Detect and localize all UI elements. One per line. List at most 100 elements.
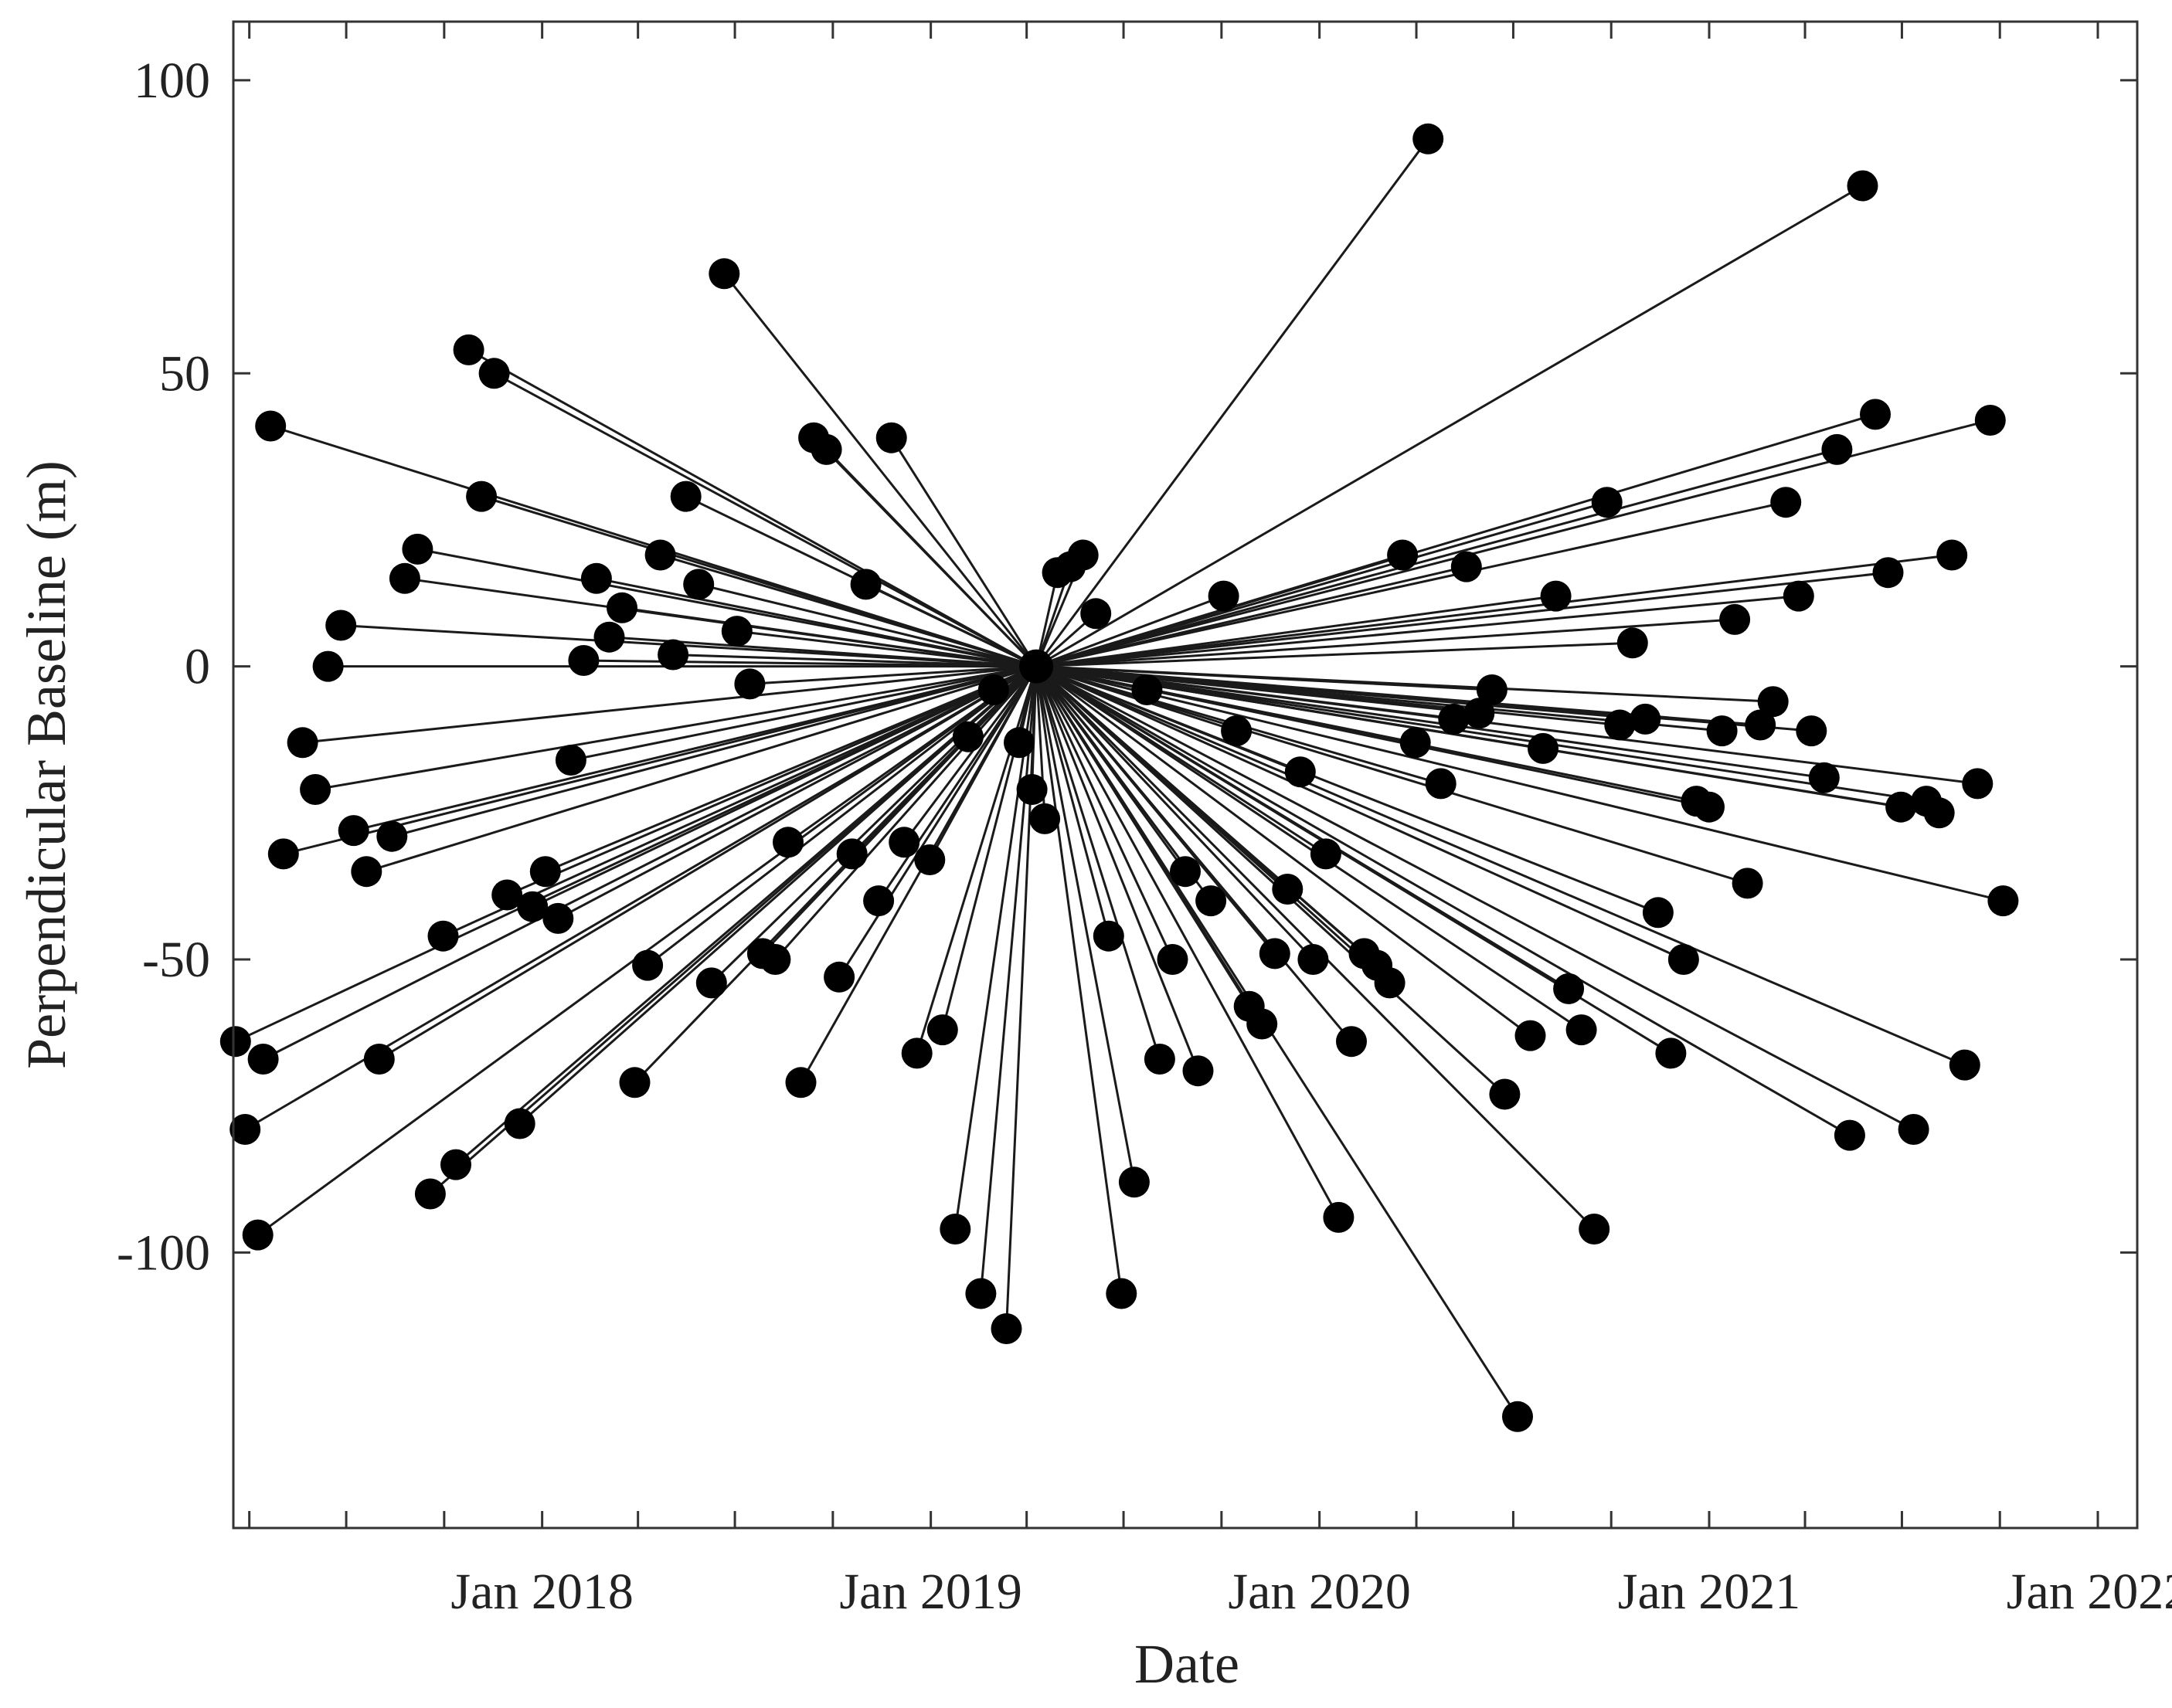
acquisition-point-44 — [773, 827, 804, 858]
baseline-line-124 — [1035, 665, 1812, 732]
baseline-line-85 — [1035, 665, 1314, 961]
baseline-line-71 — [1035, 666, 1136, 1183]
acquisition-point-85 — [1297, 944, 1329, 975]
acquisition-point-36 — [670, 480, 702, 512]
acquisition-point-81 — [1246, 1008, 1278, 1040]
acquisition-point-77 — [1195, 885, 1227, 917]
acquisition-point-45 — [785, 1067, 817, 1098]
acquisition-point-40 — [721, 616, 753, 647]
acquisition-point-102 — [1514, 1020, 1546, 1051]
acquisition-point-3 — [247, 1044, 279, 1075]
baseline-line-74 — [1035, 665, 1174, 960]
acquisition-point-35 — [658, 639, 689, 671]
acquisition-point-21 — [478, 358, 510, 389]
baseline-line-52 — [890, 436, 1038, 667]
baseline-line-26 — [557, 665, 1037, 920]
acquisition-point-114 — [1667, 944, 1699, 975]
baseline-line-12 — [379, 665, 1037, 1061]
acquisition-point-127 — [1834, 1119, 1865, 1151]
acquisition-point-72 — [1131, 674, 1163, 705]
baseline-line-13 — [391, 665, 1037, 838]
baseline-line-37 — [698, 582, 1037, 668]
acquisition-point-106 — [1565, 1014, 1597, 1046]
baseline-line-56 — [941, 666, 1038, 1031]
acquisition-point-107 — [1579, 1214, 1610, 1244]
acquisition-point-6 — [287, 727, 318, 759]
baseline-line-106 — [1035, 665, 1582, 1031]
acquisition-point-137 — [1962, 768, 1994, 800]
x-axis-title: Date — [1134, 1633, 1239, 1695]
acquisition-point-135 — [1936, 539, 1968, 571]
acquisition-point-18 — [440, 1149, 471, 1180]
acquisition-point-134 — [1923, 797, 1955, 829]
acquisition-point-138 — [1974, 405, 2006, 436]
baseline-line-133 — [1035, 665, 1927, 803]
y-tick-label-1: 50 — [159, 345, 210, 402]
baseline-line-76 — [1035, 666, 1199, 1071]
baseline-line-114 — [1035, 665, 1684, 961]
acquisition-point-30 — [593, 621, 625, 653]
x-tick-label-1: Jan 2019 — [839, 1564, 1021, 1620]
baseline-line-69 — [1035, 666, 1110, 937]
acquisition-point-64 — [1029, 803, 1061, 834]
acquisition-point-23 — [504, 1108, 535, 1139]
acquisition-point-87 — [1323, 1201, 1355, 1233]
acquisition-point-43 — [760, 944, 791, 975]
baseline-line-27 — [570, 665, 1037, 762]
master-point — [1019, 649, 1054, 684]
acquisition-point-78 — [1208, 580, 1239, 612]
acquisition-point-74 — [1157, 944, 1188, 975]
baseline-line-70 — [1035, 666, 1123, 1294]
acquisition-point-41 — [734, 668, 766, 700]
y-tick-label-2: 0 — [185, 639, 210, 695]
acquisition-point-122 — [1770, 487, 1802, 518]
acquisition-point-101 — [1502, 1401, 1533, 1432]
x-tick-label-2: Jan 2020 — [1228, 1564, 1410, 1620]
acquisition-point-75 — [1170, 856, 1201, 888]
acquisition-point-112 — [1642, 897, 1674, 929]
acquisition-point-52 — [875, 422, 907, 453]
baseline-line-50 — [865, 583, 1037, 667]
baseline-line-78 — [1035, 595, 1225, 668]
baseline-line-135 — [1035, 554, 1953, 668]
acquisition-point-76 — [1182, 1055, 1214, 1087]
x-axis-ticks: Jan 2018 Jan 2019 Jan 2020 Jan 2021 Jan 2022 — [248, 22, 2172, 1620]
acquisition-point-84 — [1284, 756, 1316, 788]
acquisition-point-48 — [824, 961, 855, 993]
acquisition-point-96 — [1438, 703, 1470, 735]
baseline-line-43 — [774, 665, 1038, 960]
x-tick-label-4: Jan 2022 — [2007, 1564, 2172, 1620]
baseline-line-110 — [1036, 641, 1633, 668]
acquisition-point-22 — [491, 879, 523, 911]
baseline-line-118 — [1035, 618, 1735, 668]
baseline-line-57 — [953, 666, 1038, 1230]
baseline-line-19 — [467, 348, 1037, 667]
acquisition-point-62 — [1004, 727, 1035, 759]
acquisition-point-132 — [1898, 1114, 1929, 1145]
baseline-line-130 — [1035, 571, 1888, 668]
baseline-line-40 — [736, 630, 1037, 668]
acquisition-point-125 — [1808, 762, 1840, 793]
acquisition-point-123 — [1783, 580, 1814, 612]
baseline-line-53 — [903, 665, 1038, 844]
acquisition-point-120 — [1745, 709, 1776, 741]
acquisition-point-68 — [1080, 598, 1112, 630]
acquisition-point-93 — [1399, 727, 1431, 759]
baseline-line-24 — [532, 665, 1037, 908]
acquisition-point-82 — [1259, 938, 1290, 969]
acquisition-point-2 — [242, 1219, 274, 1251]
acquisition-point-11 — [351, 856, 382, 888]
acquisition-point-63 — [1016, 774, 1048, 805]
acquisition-point-33 — [632, 949, 664, 981]
baseline-line-39 — [723, 273, 1038, 667]
acquisition-point-94 — [1412, 123, 1444, 155]
acquisition-point-51 — [863, 885, 895, 917]
acquisition-point-97 — [1450, 551, 1482, 582]
y-tick-label-4: -100 — [117, 1224, 210, 1281]
acquisition-point-1 — [229, 1114, 261, 1145]
acquisition-point-105 — [1553, 973, 1585, 1004]
baseline-line-136 — [1035, 665, 1966, 1066]
acquisition-point-116 — [1694, 791, 1725, 823]
acquisition-point-126 — [1821, 433, 1853, 465]
acquisition-point-129 — [1860, 399, 1891, 430]
